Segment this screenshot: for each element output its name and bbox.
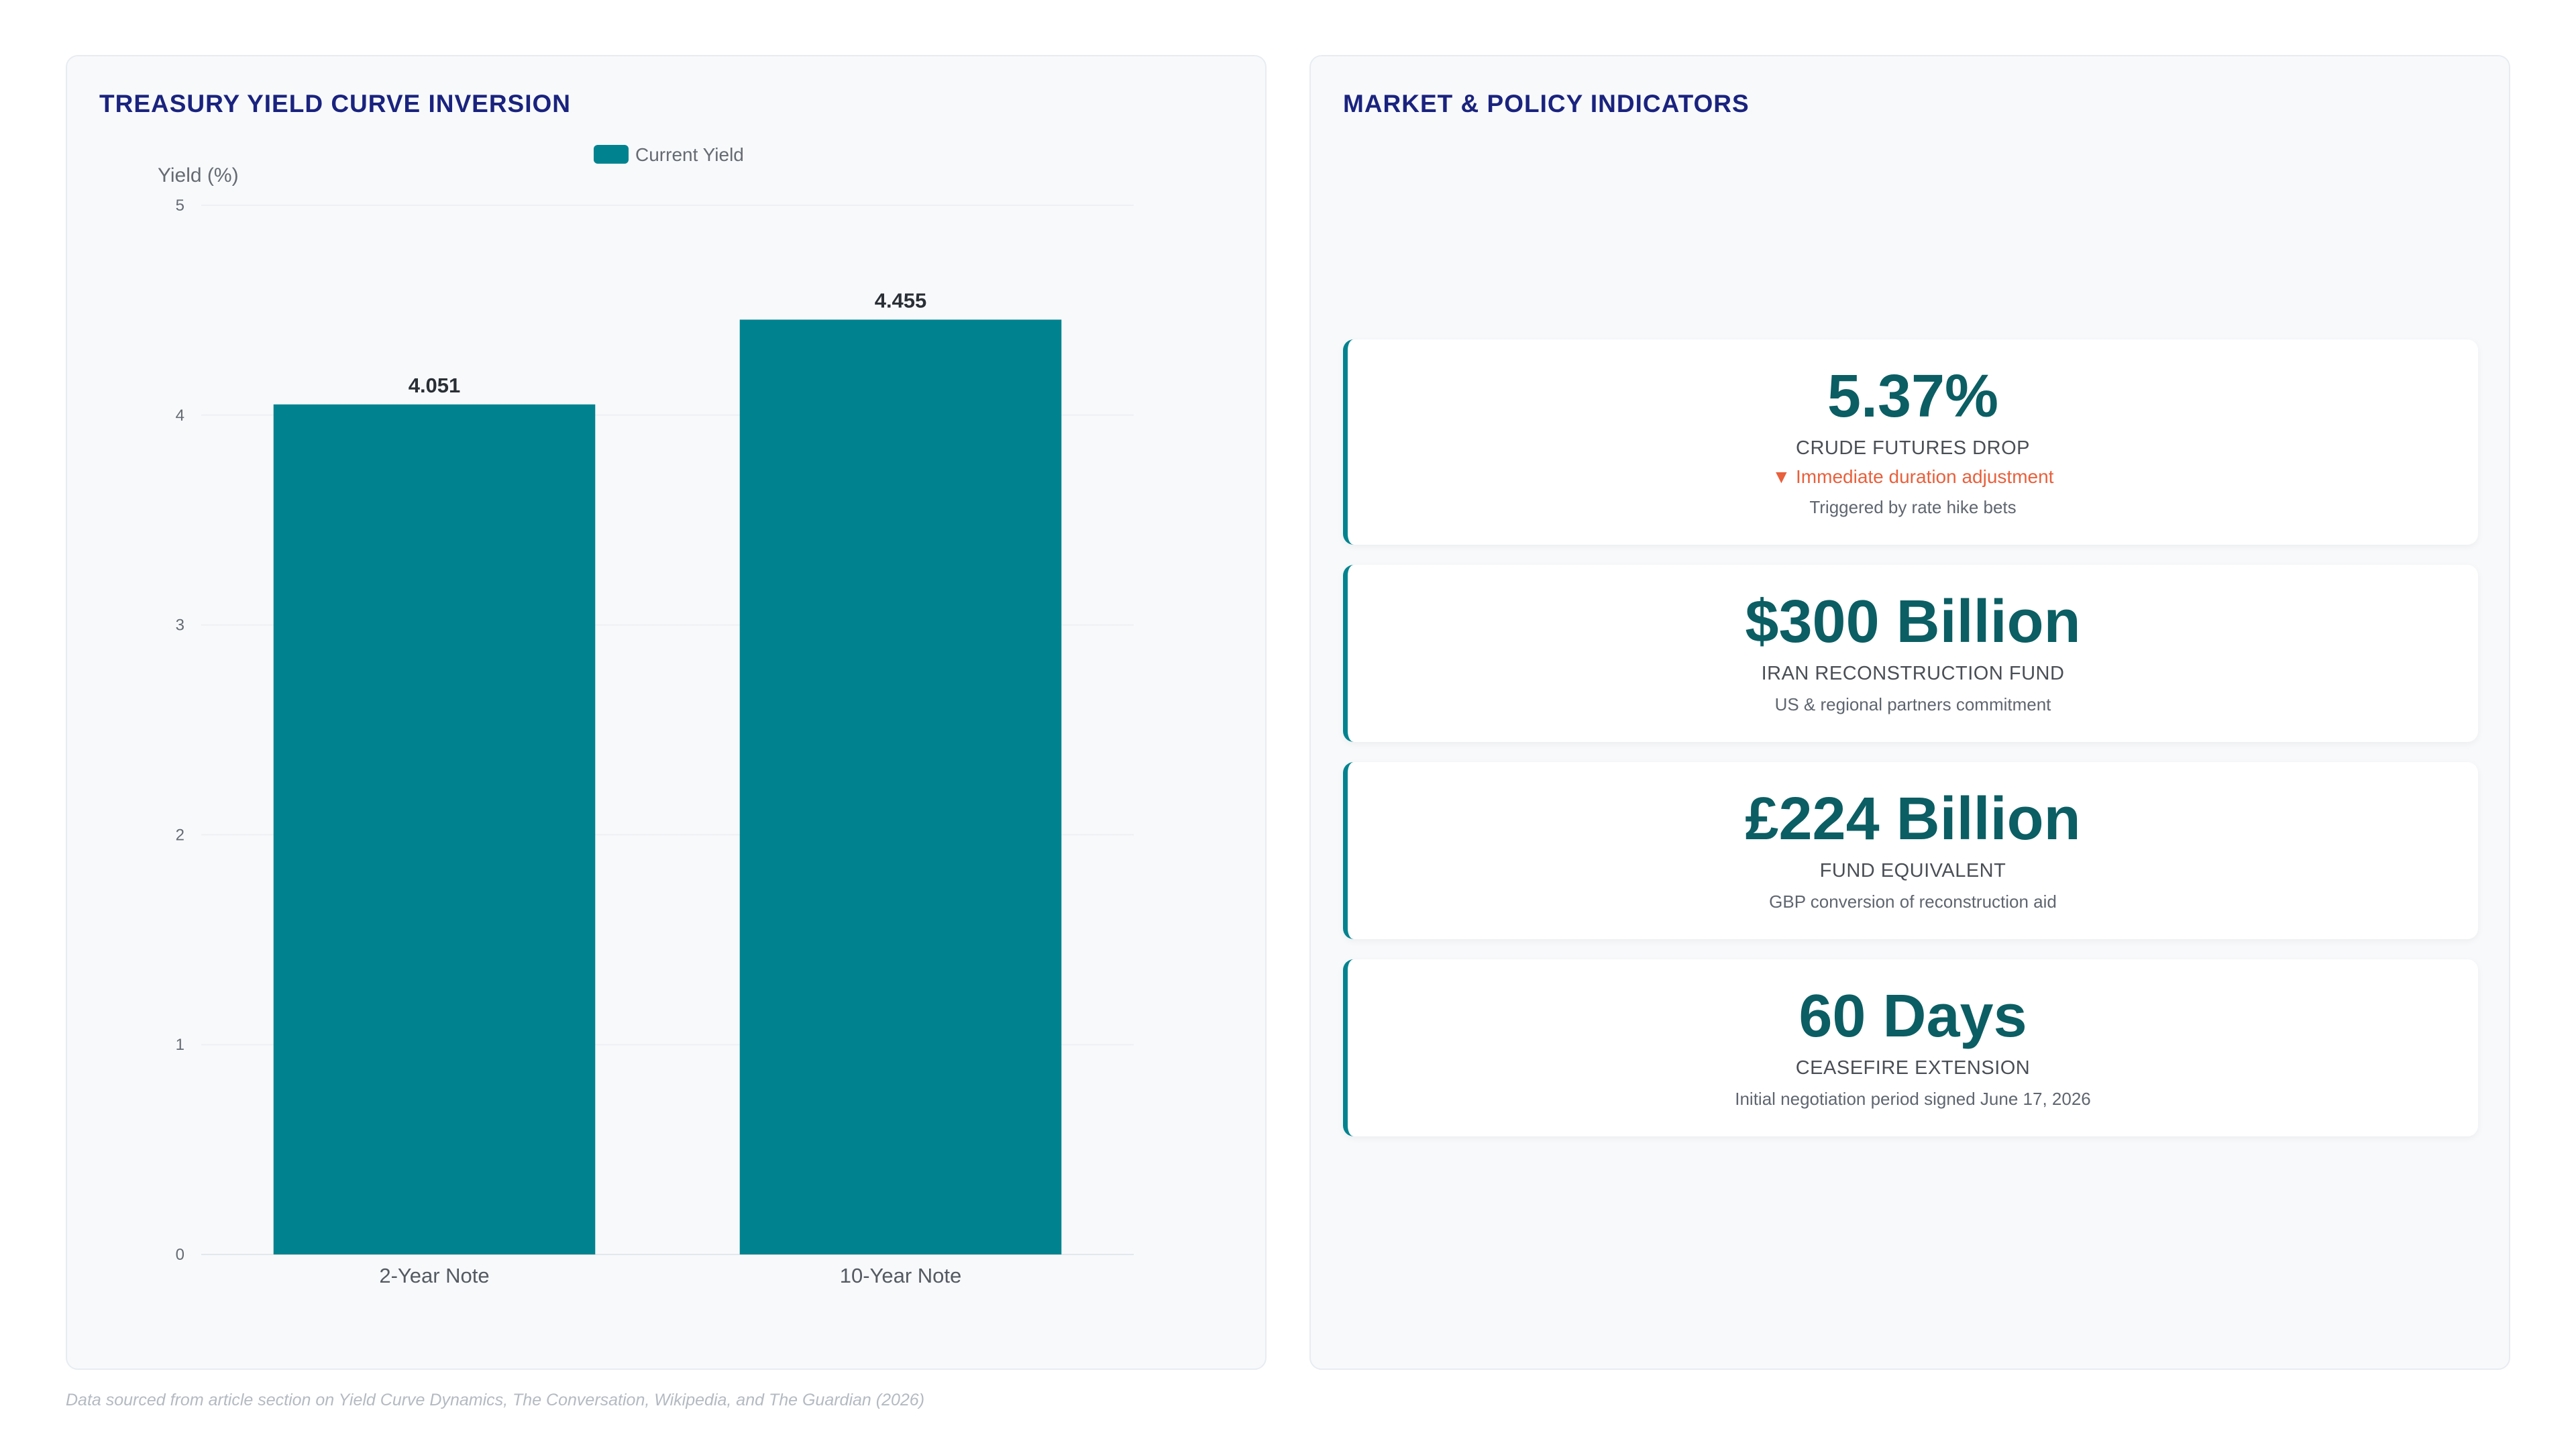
metric-value: 5.37% xyxy=(1827,363,1999,430)
metric-subtext: Triggered by rate hike bets xyxy=(1809,497,2017,517)
metric-label: IRAN RECONSTRUCTION FUND xyxy=(1761,663,2065,684)
metric-card-crude: 5.37% CRUDE FUTURES DROP ▼ Immediate dur… xyxy=(1343,339,2478,545)
source-footnote: Data sourced from article section on Yie… xyxy=(66,1391,925,1409)
y-axis-title: Yield (%) xyxy=(158,164,239,186)
bar xyxy=(273,404,596,1255)
yield-bar-chart: 0 1 2 3 4 5 Yield (%) Current Yield 4.051 2-Year … xyxy=(158,144,1134,1287)
y-tick-label: 4 xyxy=(176,407,184,425)
indicators-panel: MARKET & POLICY INDICATORS 5.37% CRUDE F… xyxy=(1309,55,2510,1370)
metric-card-fund-equivalent: £224 Billion FUND EQUIVALENT GBP convers… xyxy=(1343,762,2478,939)
y-tick-label: 1 xyxy=(176,1036,184,1054)
legend-label: Current Yield xyxy=(635,144,744,165)
bar-data-label: 4.051 xyxy=(409,374,461,397)
metric-subtext: GBP conversion of reconstruction aid xyxy=(1769,892,2057,912)
y-tick-label: 0 xyxy=(176,1246,184,1264)
metric-card-ceasefire: 60 Days CEASEFIRE EXTENSION Initial nego… xyxy=(1343,959,2478,1136)
y-tick-label: 3 xyxy=(176,616,184,635)
yield-chart-panel: TREASURY YIELD CURVE INVERSION 0 1 2 3 4 5 Yie… xyxy=(66,55,1267,1370)
bar-data-label: 4.455 xyxy=(875,288,927,312)
metric-label: CEASEFIRE EXTENSION xyxy=(1795,1057,2031,1079)
metric-subtext: Initial negotiation period signed June 1… xyxy=(1735,1089,2091,1109)
metric-value: $300 Billion xyxy=(1745,588,2081,655)
indicators-panel-title: MARKET & POLICY INDICATORS xyxy=(1343,90,1750,117)
x-tick-label: 10-Year Note xyxy=(840,1264,962,1287)
metric-value: 60 Days xyxy=(1799,983,2027,1050)
bar xyxy=(739,319,1062,1254)
metric-label: FUND EQUIVALENT xyxy=(1819,860,2006,881)
y-tick-label: 5 xyxy=(176,197,184,215)
x-tick-label: 2-Year Note xyxy=(379,1264,489,1287)
metric-subtext: US & regional partners commitment xyxy=(1774,694,2051,714)
metric-trend-indicator: ▼ Immediate duration adjustment xyxy=(1772,466,2054,487)
legend-swatch xyxy=(594,145,629,164)
metric-card-reconstruction-fund: $300 Billion IRAN RECONSTRUCTION FUND US… xyxy=(1343,565,2478,742)
metric-label: CRUDE FUTURES DROP xyxy=(1796,437,2030,459)
chart-panel-title: TREASURY YIELD CURVE INVERSION xyxy=(99,90,571,117)
metric-value: £224 Billion xyxy=(1745,786,2081,853)
y-tick-label: 2 xyxy=(176,826,184,844)
